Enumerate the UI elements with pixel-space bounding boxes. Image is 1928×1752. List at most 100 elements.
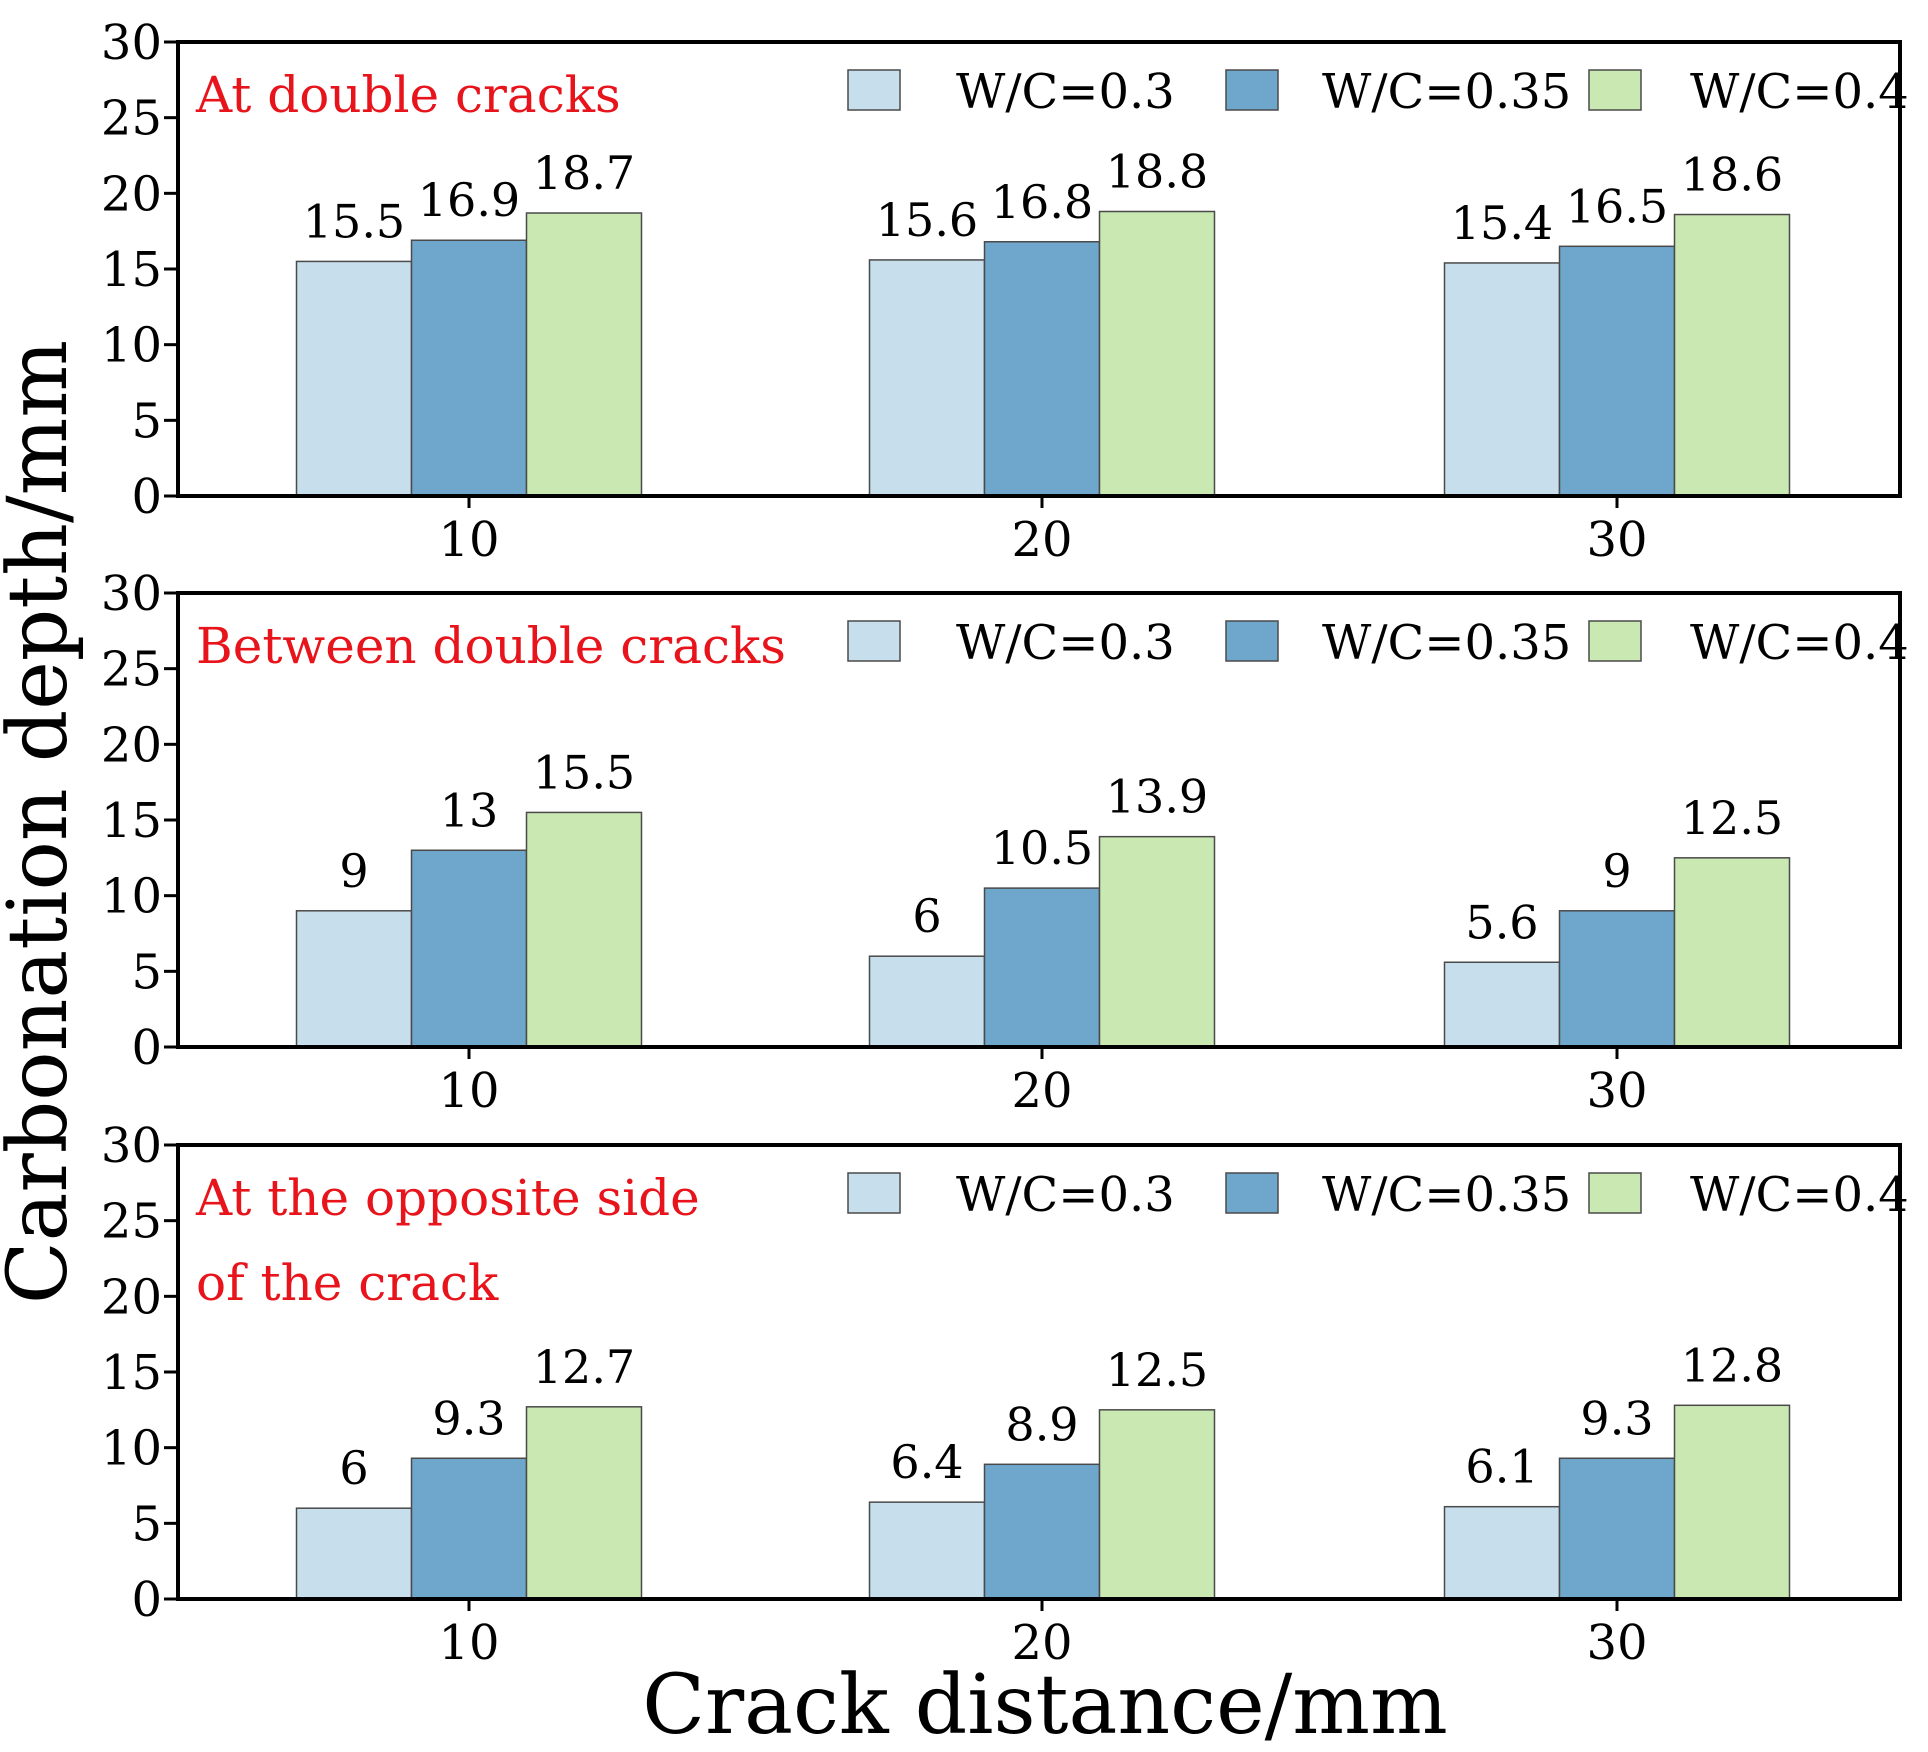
bar-w-c-0-35-30 (1558, 910, 1676, 1048)
legend-swatch (847, 620, 901, 662)
y-axis-title: Carbonation depth/mm (0, 340, 86, 1304)
bar-w-c-0-3-30 (1443, 1505, 1561, 1600)
panel-title: At double cracks (195, 66, 621, 124)
y-tick-label: 5 (131, 393, 162, 449)
data-label: 9 (339, 844, 368, 898)
panel-title: Between double cracks (196, 617, 786, 675)
bar-w-c-0-3-30 (1443, 961, 1561, 1048)
y-tick-label: 25 (101, 1194, 162, 1250)
bar-w-c-0-35-20 (983, 887, 1101, 1048)
data-label: 12.5 (1106, 1343, 1208, 1397)
x-tick-label: 30 (1586, 1615, 1647, 1671)
data-label: 8.9 (1005, 1397, 1078, 1451)
chart-panel-3: 6 6.4 6.1 9.3 8.9 9.3 12.7 12.5 12.8 0 5 10 15 20 25 30… (101, 1118, 1909, 1671)
legend-swatch (1225, 620, 1279, 662)
y-tick-label: 10 (101, 1421, 162, 1477)
y-tick-label: 30 (101, 566, 162, 622)
y-tick-label: 25 (101, 642, 162, 698)
panel-title: of the crack (196, 1254, 499, 1312)
x-tick-label: 10 (438, 512, 499, 568)
x-tick-label: 20 (1011, 1615, 1072, 1671)
panel-title: At the opposite side (195, 1169, 700, 1227)
y-tick-label: 20 (101, 717, 162, 773)
bar-w-c-0-35-30 (1558, 1457, 1676, 1600)
y-tick-label: 5 (131, 1496, 162, 1552)
data-label: 15.5 (303, 194, 405, 248)
bar-w-c-0-4-10 (525, 212, 643, 497)
x-tick-label: 20 (1011, 1063, 1072, 1119)
data-label: 18.8 (1106, 144, 1208, 198)
y-tick-label: 25 (101, 91, 162, 147)
data-label: 13.9 (1106, 770, 1208, 824)
y-tick-label: 15 (101, 793, 162, 849)
y-tick-label: 15 (101, 242, 162, 298)
bar-w-c-0-4-30 (1673, 1404, 1791, 1600)
legend-swatch (1225, 1172, 1279, 1214)
data-label: 6 (912, 889, 941, 943)
data-label: 15.6 (876, 193, 978, 247)
legend-label: W/C=0.4 (1690, 64, 1909, 120)
legend-swatch (1225, 69, 1279, 111)
data-label: 12.8 (1681, 1338, 1783, 1392)
legend-swatch (847, 69, 901, 111)
data-label: 6.1 (1465, 1440, 1538, 1494)
bar-w-c-0-35-20 (983, 241, 1101, 497)
y-tick-label: 0 (131, 469, 162, 525)
x-tick-label: 30 (1586, 512, 1647, 568)
bar-w-c-0-35-10 (410, 849, 528, 1048)
data-label: 16.8 (991, 175, 1093, 229)
y-tick-label: 10 (101, 318, 162, 374)
y-tick-label: 0 (131, 1020, 162, 1076)
bar-w-c-0-4-20 (1098, 210, 1216, 497)
data-label: 16.5 (1566, 179, 1668, 233)
bar-w-c-0-3-20 (868, 259, 986, 497)
bar-w-c-0-4-20 (1098, 1409, 1216, 1600)
bar-w-c-0-35-10 (410, 1457, 528, 1600)
bar-w-c-0-35-30 (1558, 245, 1676, 497)
bar-w-c-0-4-10 (525, 1406, 643, 1600)
data-label: 13 (440, 783, 499, 837)
legend-label: W/C=0.3 (956, 615, 1175, 671)
bar-w-c-0-4-10 (525, 811, 643, 1048)
data-label: 5.6 (1465, 895, 1538, 949)
bar-w-c-0-35-10 (410, 239, 528, 497)
x-axis-title: Crack distance/mm (642, 1658, 1448, 1752)
legend-label: W/C=0.3 (956, 1167, 1175, 1223)
bar-w-c-0-3-10 (295, 910, 413, 1048)
legend-label: W/C=0.3 (956, 64, 1175, 120)
legend-swatch (1588, 620, 1642, 662)
legend-label: W/C=0.4 (1690, 615, 1909, 671)
bar-w-c-0-3-10 (295, 260, 413, 497)
data-label: 6.4 (890, 1435, 963, 1489)
legend-label: W/C=0.35 (1322, 615, 1571, 671)
y-tick-label: 5 (131, 944, 162, 1000)
data-label: 18.6 (1681, 148, 1783, 202)
data-label: 9.3 (432, 1391, 505, 1445)
legend-swatch (1588, 69, 1642, 111)
y-tick-label: 15 (101, 1345, 162, 1401)
bar-w-c-0-35-20 (983, 1463, 1101, 1600)
data-label: 10.5 (991, 821, 1093, 875)
y-tick-label: 20 (101, 166, 162, 222)
y-tick-label: 20 (101, 1269, 162, 1325)
x-tick-label: 30 (1586, 1063, 1647, 1119)
data-label: 6 (339, 1441, 368, 1495)
x-tick-label: 10 (438, 1063, 499, 1119)
data-label: 16.9 (418, 173, 520, 227)
bar-w-c-0-4-30 (1673, 213, 1791, 497)
legend-swatch (847, 1172, 901, 1214)
bar-w-c-0-3-30 (1443, 262, 1561, 497)
data-label: 12.5 (1681, 791, 1783, 845)
x-tick-label: 20 (1011, 512, 1072, 568)
legend-label: W/C=0.35 (1322, 64, 1571, 120)
y-tick-label: 30 (101, 1118, 162, 1174)
bar-w-c-0-3-20 (868, 1501, 986, 1600)
legend-label: W/C=0.35 (1322, 1167, 1571, 1223)
bar-w-c-0-3-20 (868, 955, 986, 1048)
data-label: 18.7 (533, 146, 635, 200)
chart-panel-2: 9 6 5.6 13 10.5 9 15.5 13.9 12.5 0 5 10 15 20 25 30 10 20… (101, 566, 1909, 1119)
bar-w-c-0-4-30 (1673, 857, 1791, 1048)
y-tick-label: 30 (101, 15, 162, 71)
data-label: 9.3 (1580, 1391, 1653, 1445)
